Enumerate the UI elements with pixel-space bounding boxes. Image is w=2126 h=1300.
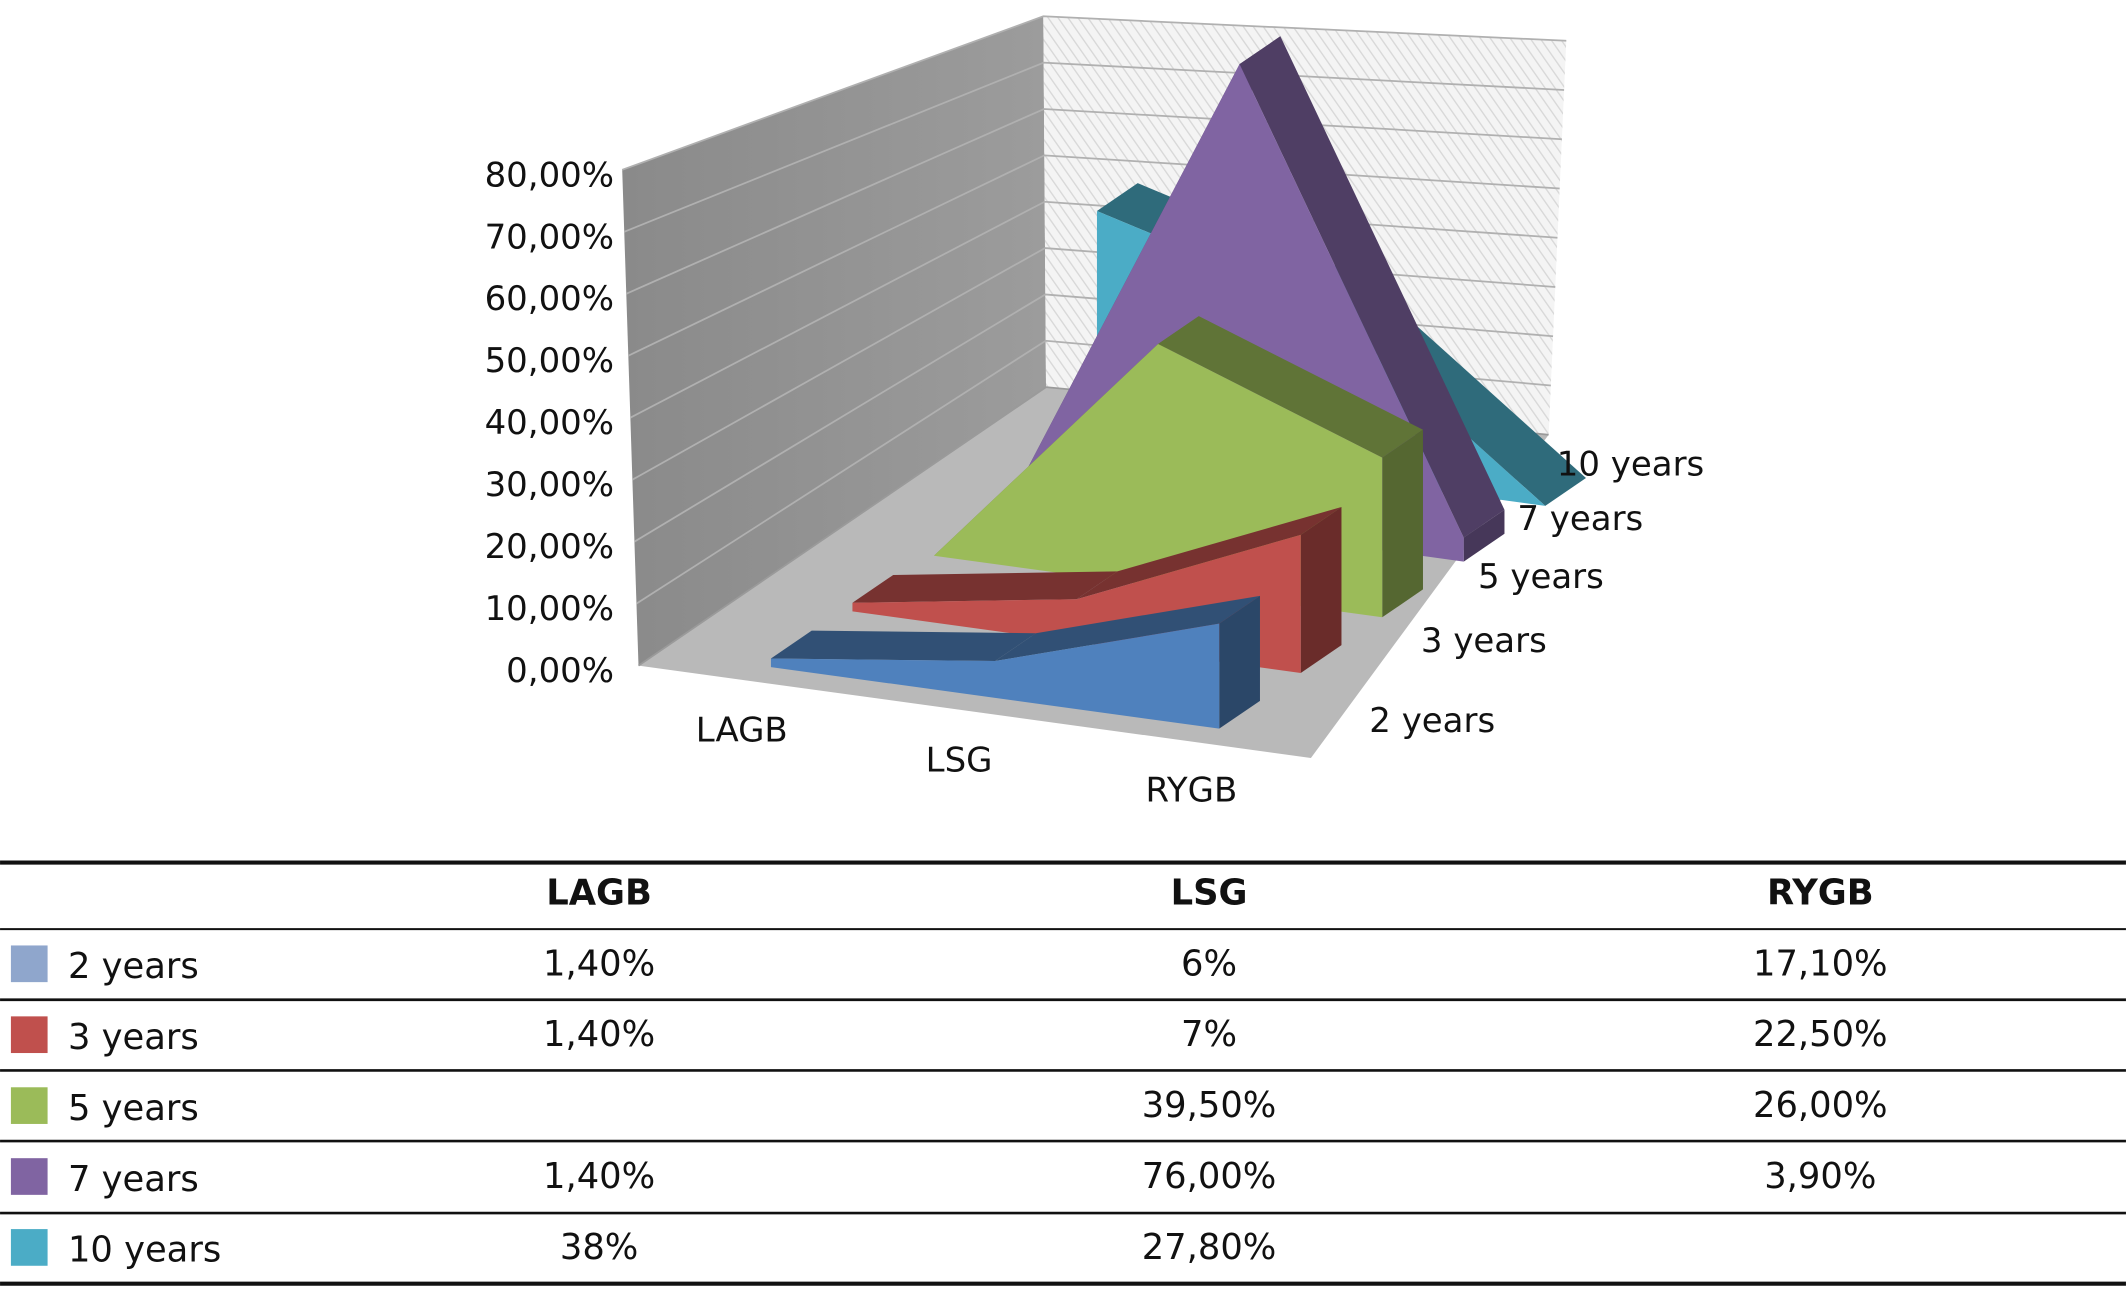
area-side-face [1300, 506, 1342, 673]
table-row: 7 years 1,40% 76,00% 3,90% [10, 1156, 1876, 1200]
table-cell: 76,00% [1142, 1156, 1277, 1197]
y-tick-label: 20,00% [485, 527, 614, 567]
area-top-face [770, 630, 1036, 662]
table-row: 5 years 39,50% 26,00% [10, 1085, 1888, 1129]
area-side-face [1382, 429, 1423, 618]
table-row: 3 years 1,40% 7% 22,50% [10, 1014, 1888, 1058]
table-column-header: LSG [1171, 873, 1248, 914]
table-row-label: 10 years [68, 1230, 221, 1271]
table-cell: 26,00% [1753, 1085, 1888, 1126]
table-cell: 22,50% [1753, 1014, 1888, 1055]
y-tick-label: 30,00% [485, 465, 614, 505]
legend-swatch [10, 1087, 48, 1124]
gridline [627, 154, 1560, 357]
y-tick-label: 40,00% [485, 403, 614, 443]
table-cell: 17,10% [1753, 943, 1888, 984]
legend-swatch [10, 945, 48, 983]
area-side-face [1219, 595, 1260, 729]
x-category-label: RYGB [1145, 770, 1237, 810]
area-front-face [770, 623, 1220, 729]
depth-axis-label: 2 years [1369, 701, 1495, 741]
table-cell: 6% [1181, 943, 1237, 984]
x-category-label: LSG [926, 741, 993, 781]
depth-axis-label: 7 years [1517, 499, 1643, 539]
left-wall [622, 16, 1047, 666]
area-top-face [1239, 36, 1505, 538]
table-row: 10 years 38% 27,80% [10, 1227, 1277, 1271]
gridline [623, 61, 1565, 233]
table-row-label: 3 years [68, 1017, 199, 1058]
table-column-header: RYGB [1767, 873, 1874, 914]
legend-swatch [10, 1158, 48, 1195]
series-2-years [770, 595, 1260, 729]
area-side-face [1463, 509, 1505, 562]
y-tick-label: 10,00% [485, 589, 614, 629]
table-cell: 1,40% [543, 1156, 655, 1197]
x-category-label: LAGB [696, 711, 788, 751]
y-tick-label: 50,00% [485, 341, 614, 381]
table-cell: 39,50% [1142, 1085, 1277, 1126]
gridline [625, 108, 1562, 295]
gridline [629, 200, 1558, 419]
table-cell: 1,40% [543, 943, 655, 984]
gridline [621, 15, 1567, 171]
table-cell: 3,90% [1764, 1156, 1876, 1197]
area-top-face [1076, 506, 1342, 600]
area-top-face [1158, 316, 1423, 458]
table-column-header: LAGB [546, 873, 652, 914]
table-cell: 7% [1181, 1014, 1237, 1055]
depth-axis-label: 5 years [1478, 557, 1604, 597]
table-row-label: 2 years [68, 946, 199, 987]
depth-axis-label: 10 years [1557, 444, 1704, 484]
y-tick-label: 80,00% [485, 155, 614, 195]
y-tick-label: 0,00% [506, 651, 614, 691]
table-cell: 38% [560, 1227, 638, 1268]
area-top-face [852, 571, 1118, 603]
table-cell: 27,80% [1142, 1227, 1277, 1268]
table-row-label: 7 years [68, 1159, 199, 1200]
legend-swatch [10, 1229, 48, 1266]
y-tick-label: 70,00% [485, 217, 614, 257]
legend-swatch [10, 1016, 48, 1054]
table-row-label: 5 years [68, 1088, 199, 1129]
table-row: 2 years 1,40% 6% 17,10% [10, 943, 1888, 987]
y-tick-label: 60,00% [485, 279, 614, 319]
area-top-face [995, 595, 1260, 662]
table-cell: 1,40% [543, 1014, 655, 1055]
depth-axis-label: 3 years [1421, 621, 1547, 661]
